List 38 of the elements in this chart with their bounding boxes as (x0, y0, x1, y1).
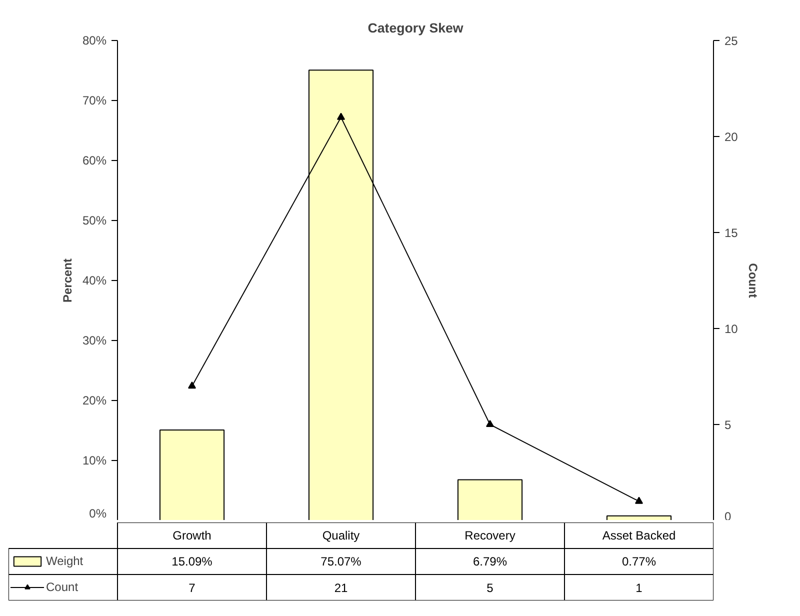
y2-tick-label: 5 (724, 418, 732, 432)
y-tick-label: 20% (82, 394, 107, 408)
data-label: 7 (188, 581, 196, 595)
bar (606, 515, 672, 520)
bar (159, 429, 225, 520)
y2-axis-title: Count (746, 263, 760, 298)
x-tick-label: Asset Backed (602, 528, 676, 542)
point (188, 382, 196, 389)
y-tick-label: 40% (82, 274, 107, 288)
data-label: 21 (334, 581, 348, 595)
point (486, 420, 494, 428)
data-label: 0.77% (622, 554, 656, 568)
y2-tick-label: 10 (724, 322, 738, 336)
point (337, 112, 345, 120)
y-tick-label: 70% (82, 94, 107, 108)
data-label: 6.79% (472, 554, 508, 568)
y-tick-label: 30% (82, 334, 107, 348)
legend-label: Weight (46, 553, 84, 570)
y-tick-label: 10% (82, 454, 107, 468)
legend-label: Count (46, 579, 78, 596)
y2-tick-label: 25 (724, 34, 738, 48)
x-tick-label: Quality (322, 528, 360, 542)
y-tick-label: 60% (82, 154, 107, 168)
y2-tick-label: 20 (724, 130, 738, 144)
chart-title: Category Skew (368, 20, 464, 36)
y-axis-title: Percent (60, 258, 74, 303)
y-tick-label: 80% (82, 34, 107, 48)
bar (457, 479, 523, 520)
data-label: 5 (486, 581, 494, 595)
data-label: 75.07% (320, 554, 362, 568)
x-tick-label: Recovery (464, 528, 516, 542)
y-tick-label: 50% (82, 214, 107, 228)
x-tick-label: Growth (172, 528, 212, 542)
point (635, 496, 643, 504)
y2-tick-label: 15 (724, 226, 738, 240)
data-label: 15.09% (172, 554, 213, 568)
data-label: 1 (636, 581, 643, 595)
y-tick-label: 0% (89, 506, 107, 520)
